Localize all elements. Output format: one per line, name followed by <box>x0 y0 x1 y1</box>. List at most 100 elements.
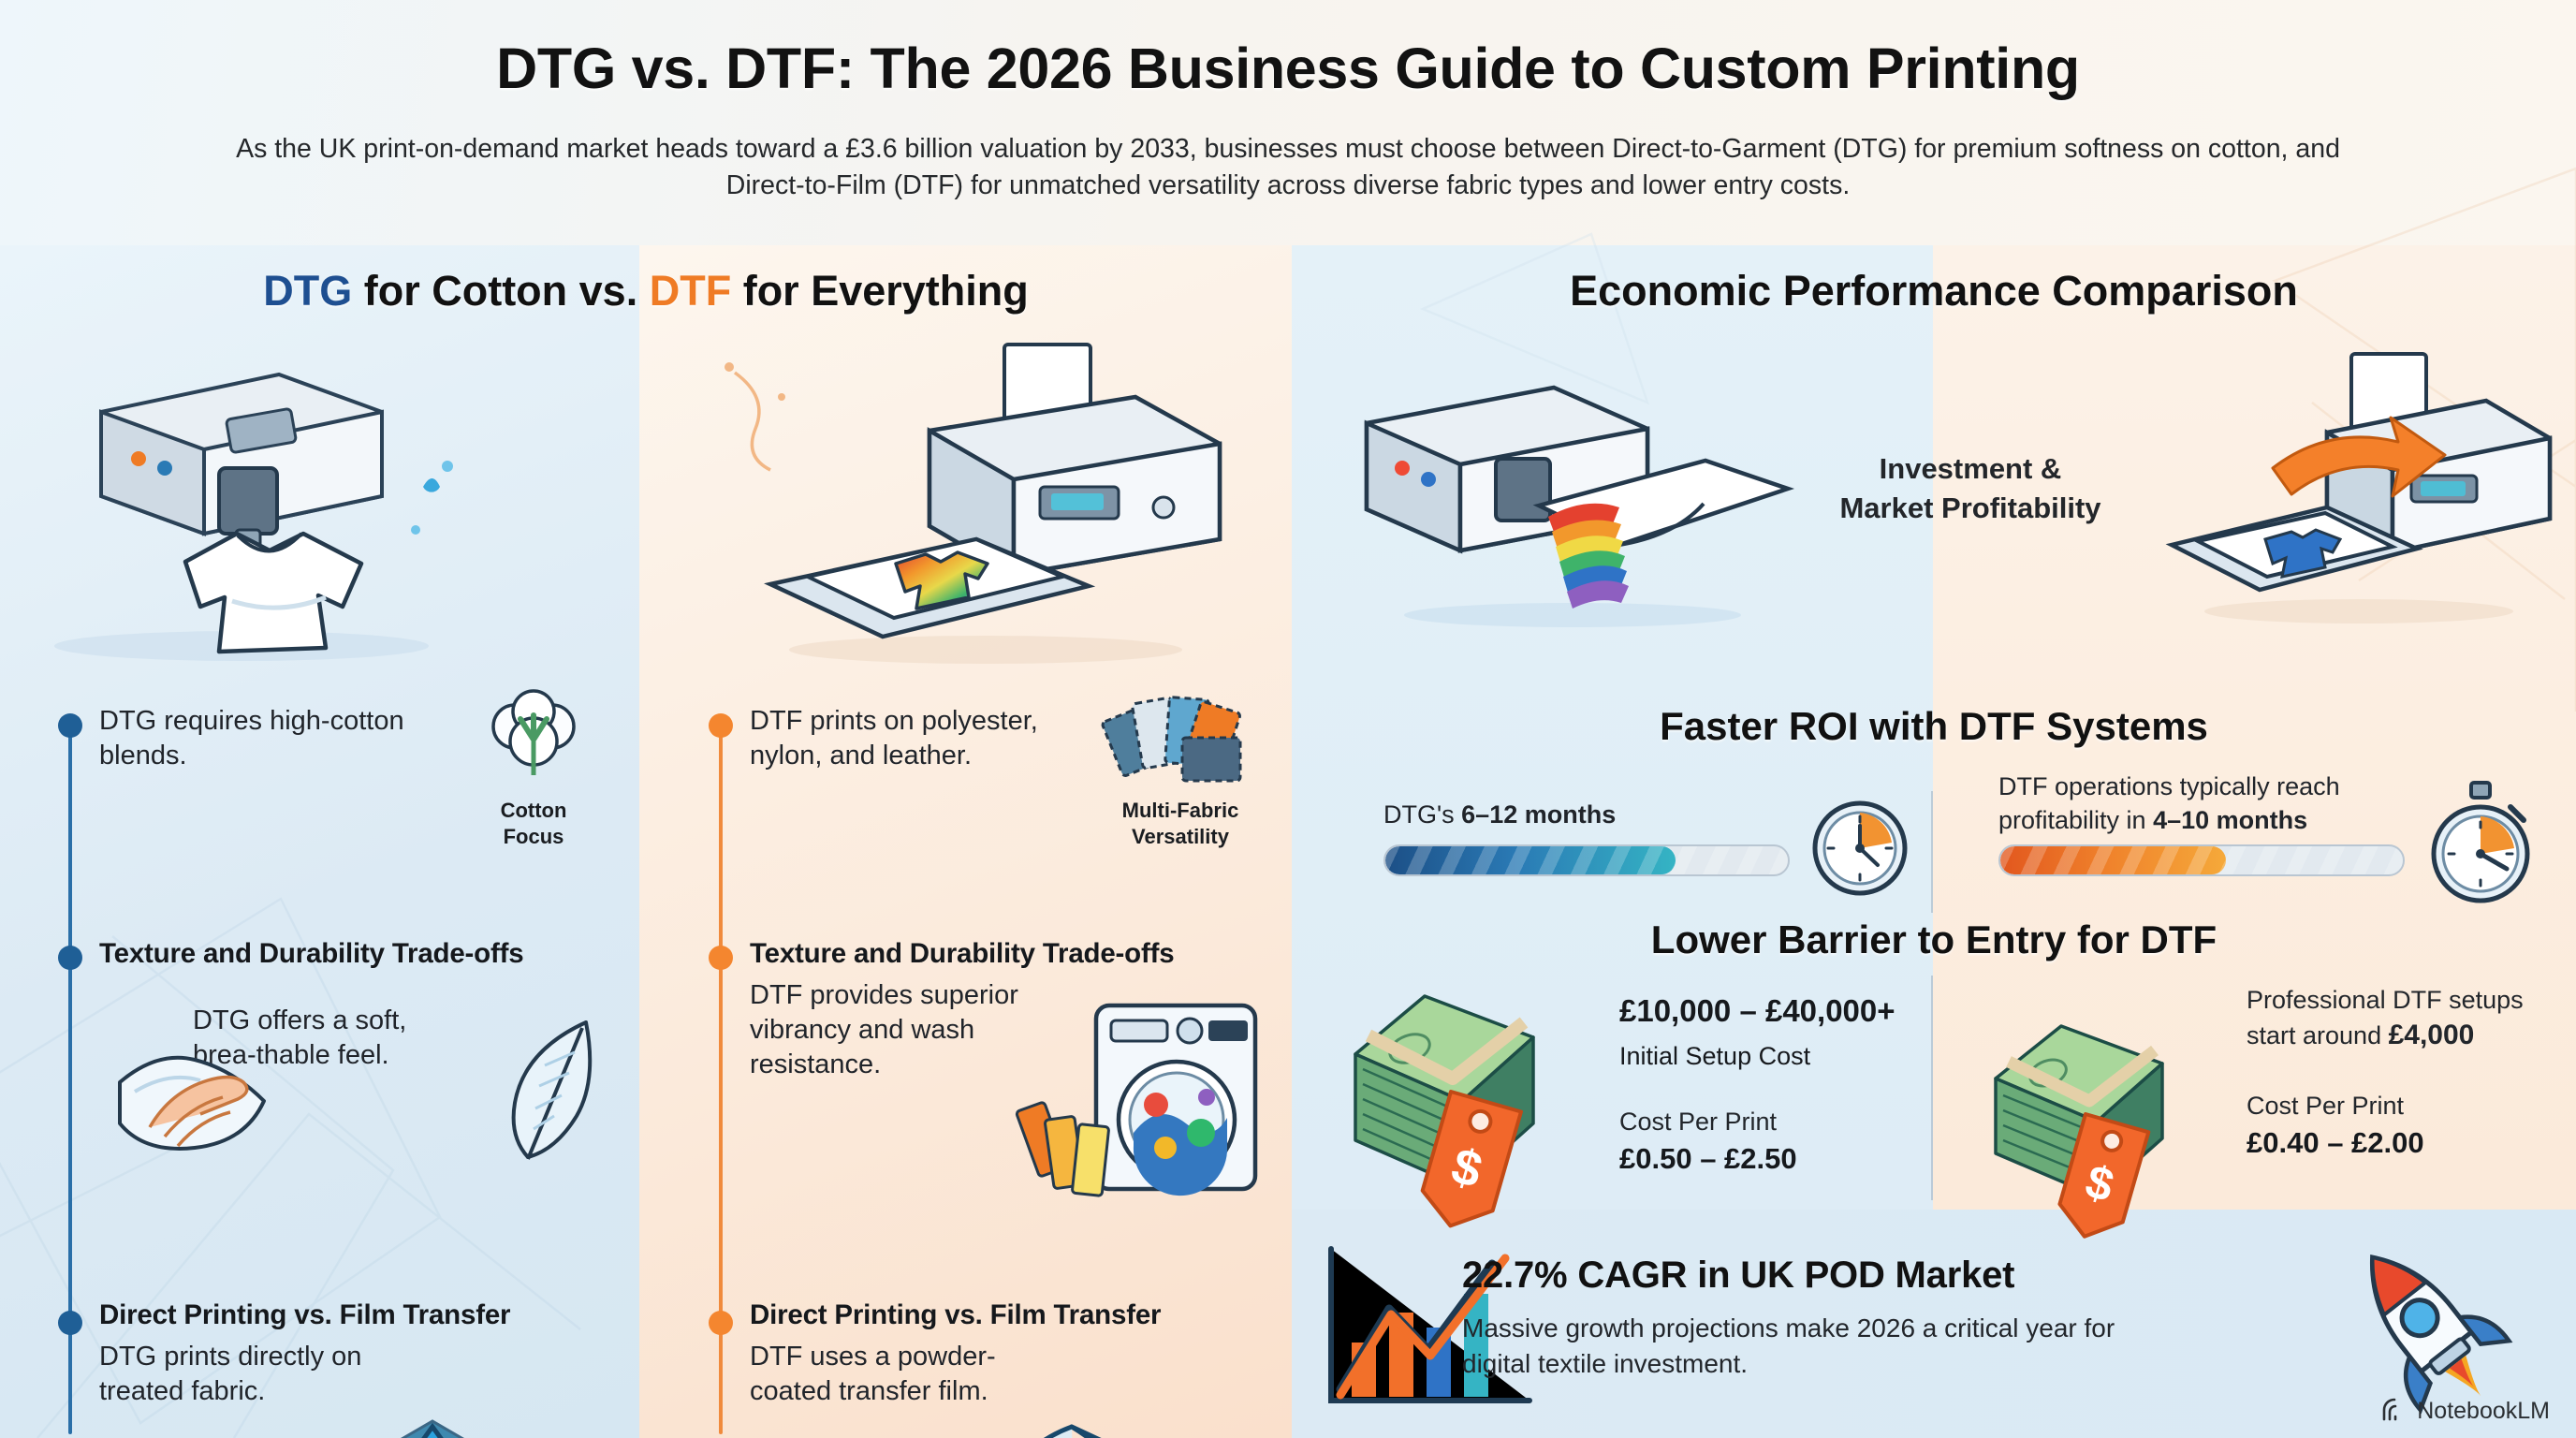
dtf-cost-per-print-label: Cost Per Print <box>2247 1092 2405 1120</box>
dtf-setup-note: Professional DTF setups start around £4,… <box>2247 983 2527 1053</box>
barrier-title: Lower Barrier to Entry for DTF <box>1650 917 2217 961</box>
right-section-heading: Economic Performance Comparison <box>1570 267 2298 315</box>
cotton-focus-label-line2: Focus <box>503 825 564 848</box>
dtg-point-3: Direct Printing vs. Film Transfer DTG pr… <box>99 1298 605 1409</box>
dtg-point-2-title: Texture and Durability Trade-offs <box>99 938 524 969</box>
dtf-point-3-title: Direct Printing vs. Film Transfer <box>750 1299 1162 1330</box>
rocket-icon <box>2369 1255 2513 1415</box>
dtf-roi-progress-stripes <box>2000 846 2403 874</box>
subtitle-line-1: As the UK print-on-demand market heads t… <box>236 134 1908 164</box>
notebooklm-watermark: NotebookLM <box>2380 1397 2550 1425</box>
investment-profitability-label: Investment & Market Profitability <box>1764 449 2176 528</box>
investment-label-line2: Market Profitability <box>1839 492 2101 524</box>
dtf-point-1-body: DTF prints on polyester, nylon, and leat… <box>750 706 1038 770</box>
heading-end-text: for Everything <box>731 267 1029 315</box>
dtf-transfer-press-illustration <box>2165 352 2553 624</box>
barrier-divider <box>1931 976 1933 1200</box>
dtg-roi-text: DTG's 6–12 months <box>1383 798 1739 831</box>
dtg-point-2-body-wrap: DTG offers a soft, brea-thable feel. <box>193 1004 417 1073</box>
dtg-cost-per-print-value: £0.50 – £2.50 <box>1619 1142 1797 1175</box>
heading-keyword-dtg: DTG <box>263 267 353 315</box>
dtg-column: Cotton Focus DTG requires high-cotton bl… <box>0 337 639 1438</box>
multi-fabric-label-line2: Versatility <box>1132 825 1229 848</box>
cotton-focus-badge-label: Cotton Focus <box>468 798 599 850</box>
soft-fabric-hand-icon <box>118 1055 266 1151</box>
heading-keyword-dtf: DTF <box>649 267 732 315</box>
fabric-swatches-icon <box>1101 696 1242 783</box>
page-title: DTG vs. DTF: The 2026 Business Guide to … <box>496 37 2080 100</box>
dtf-point-3: Direct Printing vs. Film Transfer DTF us… <box>750 1298 1255 1409</box>
clock-icon <box>1812 800 1908 896</box>
cotton-boll-icon <box>491 689 576 775</box>
dtf-timeline-dot-2 <box>709 946 733 970</box>
dtg-roi-progress-bar <box>1383 844 1790 876</box>
dtf-point-1: DTF prints on polyester, nylon, and leat… <box>750 704 1105 773</box>
dtg-roi-progress-stripes <box>1385 846 1788 874</box>
header: DTG vs. DTF: The 2026 Business Guide to … <box>0 0 2576 245</box>
dtf-cost-block: Professional DTF setups start around £4,… <box>2247 983 2527 1162</box>
wash-resistance-icon <box>1015 1003 1258 1197</box>
page-subtitle: As the UK print-on-demand market heads t… <box>212 131 2364 204</box>
dtg-setup-cost-label: Initial Setup Cost <box>1619 1042 1811 1070</box>
dtf-printer-film-illustration <box>724 343 1222 664</box>
dtf-timeline-dot-1 <box>709 713 733 738</box>
dtg-point-1-body: DTG requires high-cotton blends. <box>99 706 404 770</box>
notebooklm-logo-icon <box>2382 1398 2397 1421</box>
left-section-heading: DTG for Cotton vs. DTF for Everything <box>0 267 1292 315</box>
dtg-timeline-rail <box>68 723 72 1434</box>
roi-title: Faster ROI with DTF Systems <box>1660 704 2208 748</box>
subtitle-line-2: for premium softness on cotton, and Dire… <box>725 134 2340 200</box>
dtg-timeline-dot-3 <box>58 1311 82 1335</box>
notebooklm-label: NotebookLM <box>2417 1397 2550 1424</box>
stopwatch-icon <box>2431 781 2530 903</box>
dtf-setup-cost-value: £4,000 <box>2388 1020 2475 1050</box>
ink-droplet-fabric-icon <box>401 1419 464 1438</box>
dtf-cost-per-print-value: £0.40 – £2.00 <box>2247 1126 2424 1159</box>
dtg-roi-duration: 6–12 months <box>1461 800 1617 829</box>
dtf-roi-progress-bar <box>1998 844 2405 876</box>
roi-divider <box>1931 791 1933 913</box>
feather-icon <box>511 1020 593 1160</box>
background-header-band <box>0 0 2576 245</box>
transfer-film-peel-icon <box>1044 1424 1102 1438</box>
dtf-roi-progress-fill <box>2000 846 2226 874</box>
dtf-setup-note-pre: Professional DTF setups start around <box>2247 986 2524 1049</box>
dtf-timeline-dot-3 <box>709 1311 733 1335</box>
investment-label-line1: Investment & <box>1879 452 2062 485</box>
dtf-roi-duration: 4–10 months <box>2153 806 2308 834</box>
dtg-timeline-dot-1 <box>58 713 82 738</box>
dtf-point-3-body: DTF uses a powder-coated transfer film. <box>750 1342 996 1406</box>
multi-fabric-badge-label: Multi-Fabric Versatility <box>1079 798 1281 850</box>
heading-mid-text: for Cotton vs. <box>352 267 650 315</box>
cotton-focus-label-line1: Cotton <box>500 799 567 822</box>
dtg-point-2: Texture and Durability Trade-offs <box>99 936 586 971</box>
dtf-roi-text-pre: DTF operations typically reach profitabi… <box>1998 772 2340 834</box>
dtg-point-3-body: DTG prints directly on treated fabric. <box>99 1342 362 1406</box>
money-stack-price-tag-icon-dtf: $ <box>1994 1024 2164 1239</box>
dtf-point-2: Texture and Durability Trade-offs DTF pr… <box>750 936 1255 1082</box>
dtg-point-3-title: Direct Printing vs. Film Transfer <box>99 1299 511 1330</box>
dtg-setup-cost: £10,000 – £40,000+ Initial Setup Cost <box>1619 990 1900 1077</box>
dtf-column: Multi-Fabric Versatility DTF prints on p… <box>639 337 1292 1438</box>
dtf-point-2-body: DTF provides superior vibrancy and wash … <box>750 980 1018 1079</box>
dtf-roi-text: DTF operations typically reach profitabi… <box>1998 770 2410 837</box>
dtg-roi-text-pre: DTG's <box>1383 800 1462 829</box>
dtg-timeline-dot-2 <box>58 946 82 970</box>
dtf-point-2-title: Texture and Durability Trade-offs <box>750 938 1175 969</box>
dtg-point-2-body: DTG offers a soft, brea-thable feel. <box>193 1005 407 1070</box>
cagr-subtitle: Massive growth projections make 2026 a c… <box>1462 1313 2115 1378</box>
dtg-roi-progress-fill <box>1385 846 1676 874</box>
dtg-cost-block: £10,000 – £40,000+ Initial Setup Cost Co… <box>1619 990 1900 1178</box>
economic-printer-rainbow-illustration <box>1364 385 1795 627</box>
dtg-cost-per-print-label: Cost Per Print <box>1619 1108 1778 1136</box>
dtg-point-1: DTG requires high-cotton blends. <box>99 704 436 773</box>
cagr-title: 22.7% CAGR in UK POD Market <box>1462 1255 2015 1296</box>
growth-bar-chart-icon <box>1328 1246 1532 1403</box>
dtg-setup-cost-value: £10,000 – £40,000+ <box>1619 993 1895 1028</box>
dtg-printer-tshirt-illustration <box>54 372 453 661</box>
cagr-banner: 22.7% CAGR in UK POD Market Massive grow… <box>1292 1210 2576 1438</box>
dtf-timeline-rail <box>719 723 723 1434</box>
multi-fabric-label-line1: Multi-Fabric <box>1121 799 1239 822</box>
money-stack-price-tag-icon: $ <box>1354 994 1535 1228</box>
